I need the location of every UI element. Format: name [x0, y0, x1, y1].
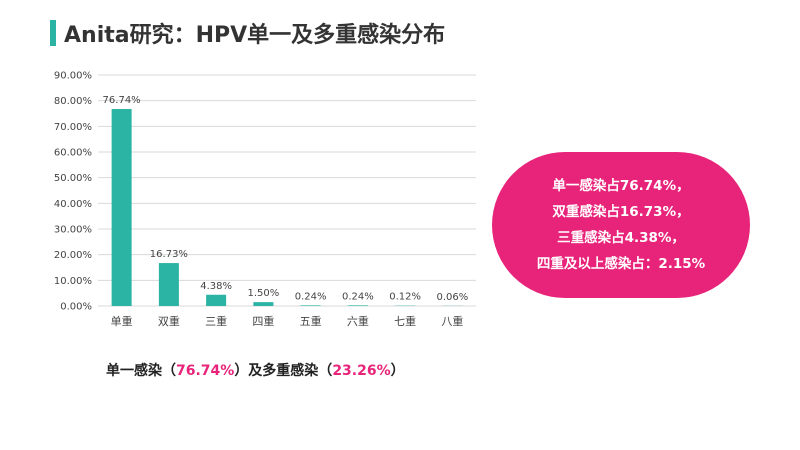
data-label: 1.50% [247, 288, 279, 299]
data-label: 16.73% [150, 249, 188, 260]
bar [253, 302, 274, 306]
x-tick-label: 双重 [158, 314, 180, 328]
y-tick-label: 30.00% [54, 225, 92, 236]
callout-line-double: 双重感染占16.73%， [552, 204, 690, 220]
summary-callout: 单一感染占76.74%， 双重感染占16.73%， 三重感染占4.38%， 四重… [492, 152, 750, 298]
data-label: 4.38% [200, 281, 232, 292]
y-tick-label: 40.00% [54, 199, 92, 210]
x-tick-label: 八重 [441, 314, 463, 328]
x-tick-label: 四重 [252, 314, 274, 328]
bar [206, 294, 227, 306]
summary-multi-value: 23.26% [332, 363, 391, 379]
x-tick-label: 六重 [347, 314, 369, 328]
y-tick-label: 90.00% [54, 71, 92, 82]
data-label: 0.24% [295, 291, 327, 302]
data-label: 0.06% [436, 292, 468, 303]
data-label: 0.24% [342, 291, 374, 302]
x-tick-label: 七重 [394, 314, 416, 328]
y-tick-label: 70.00% [54, 122, 92, 133]
summary-single-value: 76.74% [176, 363, 235, 379]
title-accent-bar [50, 20, 56, 46]
y-tick-label: 0.00% [60, 302, 92, 313]
x-tick-label: 单重 [111, 314, 133, 328]
bar [300, 305, 321, 306]
bar [111, 109, 132, 306]
y-tick-label: 80.00% [54, 96, 92, 107]
bar [347, 305, 368, 306]
summary-text-2: ）及多重感染（ [234, 363, 333, 379]
data-label: 0.12% [389, 292, 421, 303]
summary-text-3: ） [390, 363, 405, 379]
y-tick-label: 20.00% [54, 250, 92, 261]
callout-line-quad-plus: 四重及以上感染占：2.15% [536, 256, 706, 272]
x-tick-label: 五重 [300, 314, 322, 328]
bar [158, 263, 179, 306]
y-tick-label: 10.00% [54, 276, 92, 287]
y-tick-label: 50.00% [54, 173, 92, 184]
data-label: 76.74% [103, 95, 141, 106]
infection-summary: 单一感染（76.74%）及多重感染（23.26%） [106, 360, 405, 380]
page-title: Anita研究：HPV单一及多重感染分布 [64, 23, 446, 48]
x-tick-label: 三重 [205, 314, 227, 328]
callout-line-triple: 三重感染占4.38%， [557, 230, 685, 246]
y-tick-label: 60.00% [54, 148, 92, 159]
callout-line-single: 单一感染占76.74%， [552, 178, 690, 194]
summary-text-1: 单一感染（ [106, 363, 176, 379]
